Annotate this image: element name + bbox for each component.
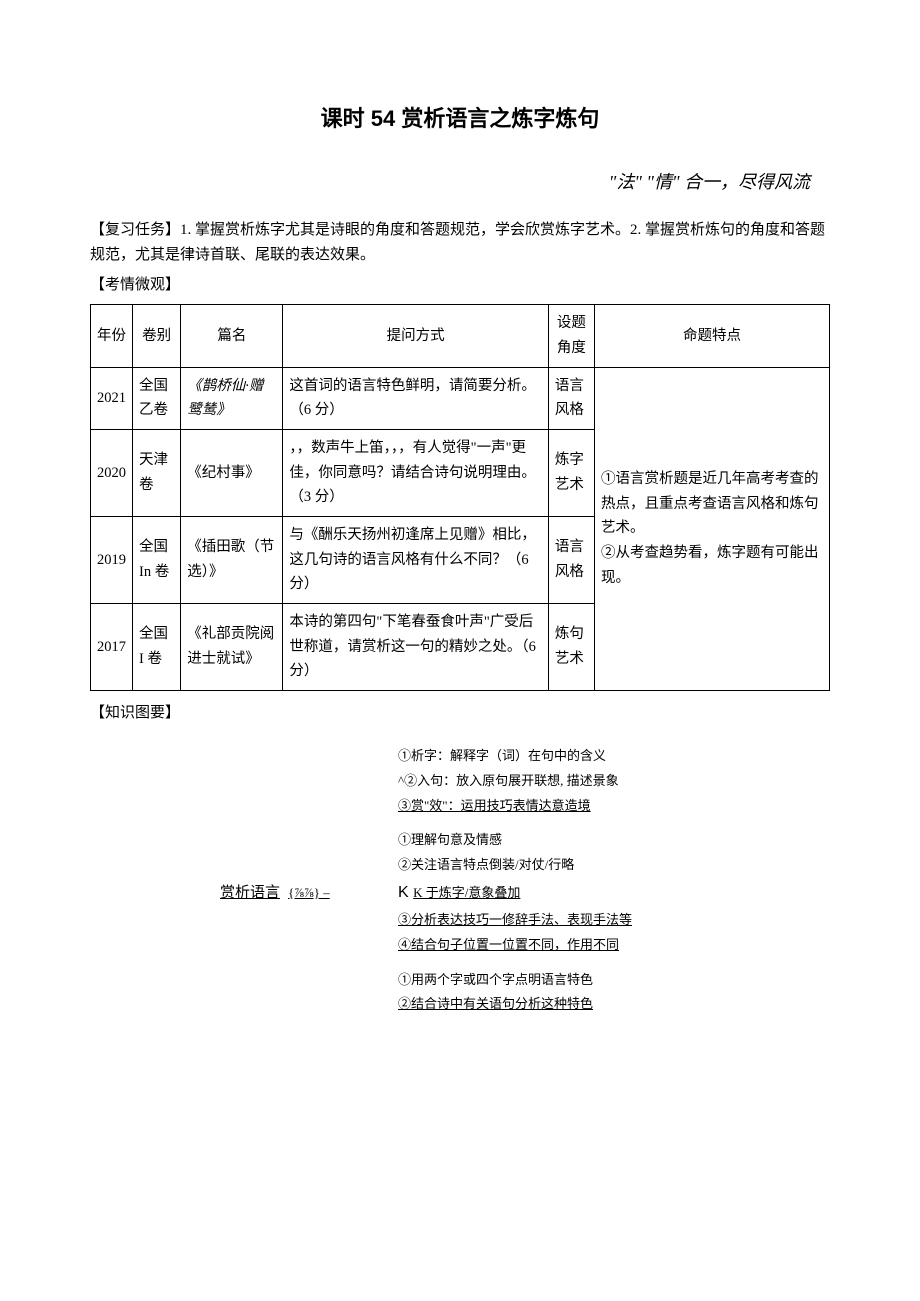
th-angle: 设题角度 — [548, 305, 594, 367]
exam-table: 年份 卷别 篇名 提问方式 设题角度 命题特点 2021 全国乙卷 《鹊桥仙·赠… — [90, 304, 830, 690]
task-label: 【复习任务】 — [90, 222, 180, 238]
cell-question: ，，数声牛上笛，，，有人觉得"一声"更佳，你同意吗？请结合诗句说明理由。（3 分… — [283, 430, 548, 517]
cell-angle: 语言风格 — [548, 367, 594, 429]
cell-angle: 语言风格 — [548, 516, 594, 603]
cell-year: 2017 — [91, 603, 133, 690]
task-paragraph: 【复习任务】1. 掌握赏析炼字尤其是诗眼的角度和答题规范，学会欣赏炼字艺术。2.… — [90, 218, 830, 269]
diagram-line: ④结合句子位置一位置不同，作用不同 — [398, 933, 830, 958]
kaowei-label: 【考情微观】 — [90, 273, 830, 299]
page-title: 课时 54 赏析语言之炼字炼句 — [90, 100, 830, 137]
diagram-line: ③赏"效"：运用技巧表情达意造境 — [398, 794, 830, 819]
cell-juan: 天津卷 — [133, 430, 181, 517]
cell-question: 与《酬乐天扬州初逢席上见赠》相比，这几句诗的语言风格有什么不同？（6 分） — [283, 516, 548, 603]
table-row: 2021 全国乙卷 《鹊桥仙·赠鹭鸶》 这首词的语言特色鲜明，请简要分析。（6 … — [91, 367, 830, 429]
zhishi-label: 【知识图要】 — [90, 701, 830, 727]
diagram-line: ①理解句意及情感 — [398, 828, 830, 853]
diagram-line: ^②入句：放入原句展开联想, 描述景象 — [398, 769, 830, 794]
cell-juan: 全国 I 卷 — [133, 603, 181, 690]
cell-year: 2020 — [91, 430, 133, 517]
th-title: 篇名 — [181, 305, 283, 367]
cell-title: 《纪村事》 — [181, 430, 283, 517]
diagram-line: ③分析表达技巧一修辞手法、表现手法等 — [398, 908, 830, 933]
cell-year: 2019 — [91, 516, 133, 603]
subtitle: "法" "情" 合一，尽得风流 — [90, 167, 810, 198]
th-juan: 卷别 — [133, 305, 181, 367]
diagram-line: ①用两个字或四个字点明语言特色 — [398, 968, 830, 993]
task-text: 1. 掌握赏析炼字尤其是诗眼的角度和答题规范，学会欣赏炼字艺术。2. 掌握赏析炼… — [90, 222, 825, 264]
diagram-main-label: 赏析语言 — [90, 879, 288, 908]
th-year: 年份 — [91, 305, 133, 367]
diagram-line: ②结合诗中有关语句分析这种特色 — [398, 992, 830, 1017]
cell-title: 《鹊桥仙·赠鹭鸶》 — [181, 367, 283, 429]
diagram-line-text: K 于炼字/意象叠加 — [413, 885, 520, 900]
cell-angle: 炼句艺术 — [548, 603, 594, 690]
diagram-mid: {⅞⅞} – — [288, 881, 398, 906]
cell-juan: 全国 In 卷 — [133, 516, 181, 603]
th-feature: 命题特点 — [595, 305, 830, 367]
diagram-line: ②关注语言特点倒装/对仗/行略 — [398, 853, 830, 878]
cell-feature: ①语言赏析题是近几年高考考查的热点，且重点考查语言风格和炼句艺术。 ②从考查趋势… — [595, 367, 830, 690]
cell-title: 《礼部贡院阅进士就试》 — [181, 603, 283, 690]
table-header-row: 年份 卷别 篇名 提问方式 设题角度 命题特点 — [91, 305, 830, 367]
cell-title: 《插田歌（节选）》 — [181, 516, 283, 603]
cell-question: 这首词的语言特色鲜明，请简要分析。（6 分） — [283, 367, 548, 429]
cell-year: 2021 — [91, 367, 133, 429]
cell-juan: 全国乙卷 — [133, 367, 181, 429]
th-question: 提问方式 — [283, 305, 548, 367]
diagram-line: ①析字：解释字（词）在句中的含义 — [398, 744, 830, 769]
diagram-line: K K 于炼字/意象叠加 — [398, 878, 830, 908]
cell-question: 本诗的第四句"下笔春蚕食叶声"广受后世称道，请赏析这一句的精妙之处。（6 分） — [283, 603, 548, 690]
knowledge-diagram: ①析字：解释字（词）在句中的含义 ^②入句：放入原句展开联想, 描述景象 ③赏"… — [90, 744, 830, 1017]
cell-angle: 炼字艺术 — [548, 430, 594, 517]
